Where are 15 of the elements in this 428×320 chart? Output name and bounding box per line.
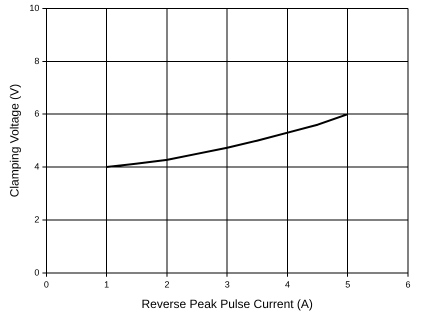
y-tick-label: 10 [29, 2, 40, 13]
y-tick-label: 2 [34, 214, 40, 224]
x-tick-label: 0 [44, 280, 49, 290]
x-tick-label: 4 [284, 280, 290, 290]
x-tick-label: 1 [104, 280, 110, 290]
y-tick-label: 8 [34, 56, 40, 66]
y-axis-title: Clamping Voltage (V) [8, 84, 22, 198]
x-tick-label: 3 [224, 280, 230, 290]
y-tick-label: 4 [34, 162, 40, 172]
y-tick-label: 0 [34, 267, 40, 278]
x-tick-label: 2 [164, 280, 170, 290]
x-axis-title: Reverse Peak Pulse Current (A) [142, 297, 313, 312]
x-tick-label: 5 [345, 280, 350, 290]
y-tick-label: 6 [34, 108, 40, 119]
x-tick-label: 6 [405, 280, 411, 290]
